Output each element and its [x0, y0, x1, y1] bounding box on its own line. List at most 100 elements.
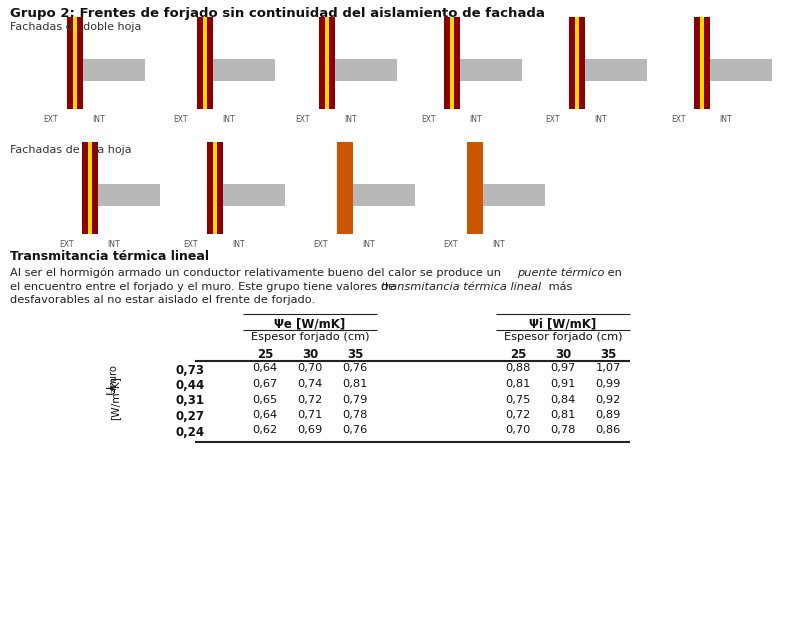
Text: 0,78: 0,78 [550, 425, 576, 436]
Text: EXT: EXT [44, 115, 59, 124]
Text: 0,92: 0,92 [596, 394, 621, 404]
Bar [467, 184, 483, 206]
Bar [213, 184, 217, 206]
Text: Ψi [W/mK]: Ψi [W/mK] [529, 317, 596, 330]
Bar [197, 59, 213, 81]
Bar [88, 184, 92, 206]
Text: INT: INT [223, 115, 235, 124]
Text: Fachadas de doble hoja: Fachadas de doble hoja [10, 22, 142, 32]
Text: 0,89: 0,89 [596, 410, 621, 420]
Text: 0,78: 0,78 [342, 410, 367, 420]
Text: 0,79: 0,79 [342, 394, 367, 404]
Text: 0,72: 0,72 [505, 410, 531, 420]
Bar [450, 59, 454, 81]
Bar [569, 59, 585, 81]
Text: EXT: EXT [314, 240, 328, 249]
Text: 0,64: 0,64 [253, 410, 277, 420]
Bar [700, 17, 704, 109]
Bar [337, 184, 353, 206]
Text: 0,97: 0,97 [550, 363, 576, 373]
Text: Ψe [W/mK]: Ψe [W/mK] [274, 317, 345, 330]
Text: Transmitancia térmica lineal: Transmitancia térmica lineal [10, 250, 209, 263]
Text: 0,65: 0,65 [253, 394, 278, 404]
Text: 25: 25 [257, 348, 273, 361]
Text: INT: INT [363, 240, 375, 249]
Text: EXT: EXT [444, 240, 459, 249]
Text: U: U [105, 385, 118, 394]
Bar [67, 59, 145, 81]
Bar [319, 59, 335, 81]
Text: muro: muro [108, 364, 118, 389]
Text: 0,44: 0,44 [176, 379, 205, 392]
Text: 0,88: 0,88 [505, 363, 531, 373]
Text: 0,27: 0,27 [176, 410, 205, 423]
Bar [82, 184, 98, 206]
Text: INT: INT [720, 115, 733, 124]
Text: 0,72: 0,72 [297, 394, 322, 404]
Text: 35: 35 [600, 348, 616, 361]
Bar [700, 59, 704, 81]
Text: [W/m²K]: [W/m²K] [110, 377, 120, 420]
Text: en: en [604, 268, 622, 278]
Text: 0,69: 0,69 [297, 425, 322, 436]
Text: Grupo 2: Frentes de forjado sin continuidad del aislamiento de fachada: Grupo 2: Frentes de forjado sin continui… [10, 7, 545, 20]
Text: 0,70: 0,70 [297, 363, 322, 373]
Bar [325, 59, 329, 81]
Text: 0,91: 0,91 [550, 379, 576, 389]
Text: 30: 30 [302, 348, 318, 361]
Bar [444, 17, 460, 109]
Text: 30: 30 [555, 348, 571, 361]
Bar [73, 17, 77, 109]
Text: 0,67: 0,67 [253, 379, 278, 389]
Bar [197, 59, 275, 81]
Bar [450, 17, 454, 109]
Text: INT: INT [108, 240, 120, 249]
Text: EXT: EXT [546, 115, 560, 124]
Text: 0,99: 0,99 [596, 379, 621, 389]
Text: 0,76: 0,76 [342, 425, 367, 436]
Text: Fachadas de una hoja: Fachadas de una hoja [10, 145, 131, 155]
Bar [694, 59, 710, 81]
Text: puente térmico: puente térmico [517, 268, 604, 279]
Text: Espesor forjado (cm): Espesor forjado (cm) [504, 333, 623, 342]
Text: 1,07: 1,07 [596, 363, 621, 373]
Text: 0,31: 0,31 [176, 394, 205, 408]
Bar [197, 17, 213, 109]
Text: 0,62: 0,62 [253, 425, 277, 436]
Text: 0,86: 0,86 [596, 425, 621, 436]
Text: EXT: EXT [295, 115, 310, 124]
Text: 0,84: 0,84 [550, 394, 576, 404]
Text: Espesor forjado (cm): Espesor forjado (cm) [251, 333, 369, 342]
Text: 0,73: 0,73 [176, 363, 205, 377]
Text: EXT: EXT [671, 115, 685, 124]
Text: INT: INT [470, 115, 482, 124]
Text: 0,76: 0,76 [342, 363, 367, 373]
Bar [319, 59, 397, 81]
Text: 0,74: 0,74 [297, 379, 322, 389]
Text: 0,81: 0,81 [505, 379, 531, 389]
Bar [467, 142, 483, 234]
Text: INT: INT [493, 240, 505, 249]
Text: EXT: EXT [421, 115, 436, 124]
Bar [73, 59, 77, 81]
Bar [337, 142, 353, 234]
Text: 0,75: 0,75 [505, 394, 531, 404]
Bar [325, 17, 329, 109]
Bar [67, 59, 83, 81]
Text: 0,64: 0,64 [253, 363, 277, 373]
Bar [575, 59, 579, 81]
Text: INT: INT [233, 240, 246, 249]
Text: EXT: EXT [59, 240, 73, 249]
Bar [213, 142, 217, 234]
Bar [444, 59, 460, 81]
Bar [82, 142, 98, 234]
Text: EXT: EXT [173, 115, 188, 124]
Bar [88, 142, 92, 234]
Bar [569, 17, 585, 109]
Bar [694, 17, 710, 109]
Bar [337, 184, 415, 206]
Bar [444, 59, 522, 81]
Bar [67, 17, 83, 109]
Bar [575, 17, 579, 109]
Text: 35: 35 [347, 348, 364, 361]
